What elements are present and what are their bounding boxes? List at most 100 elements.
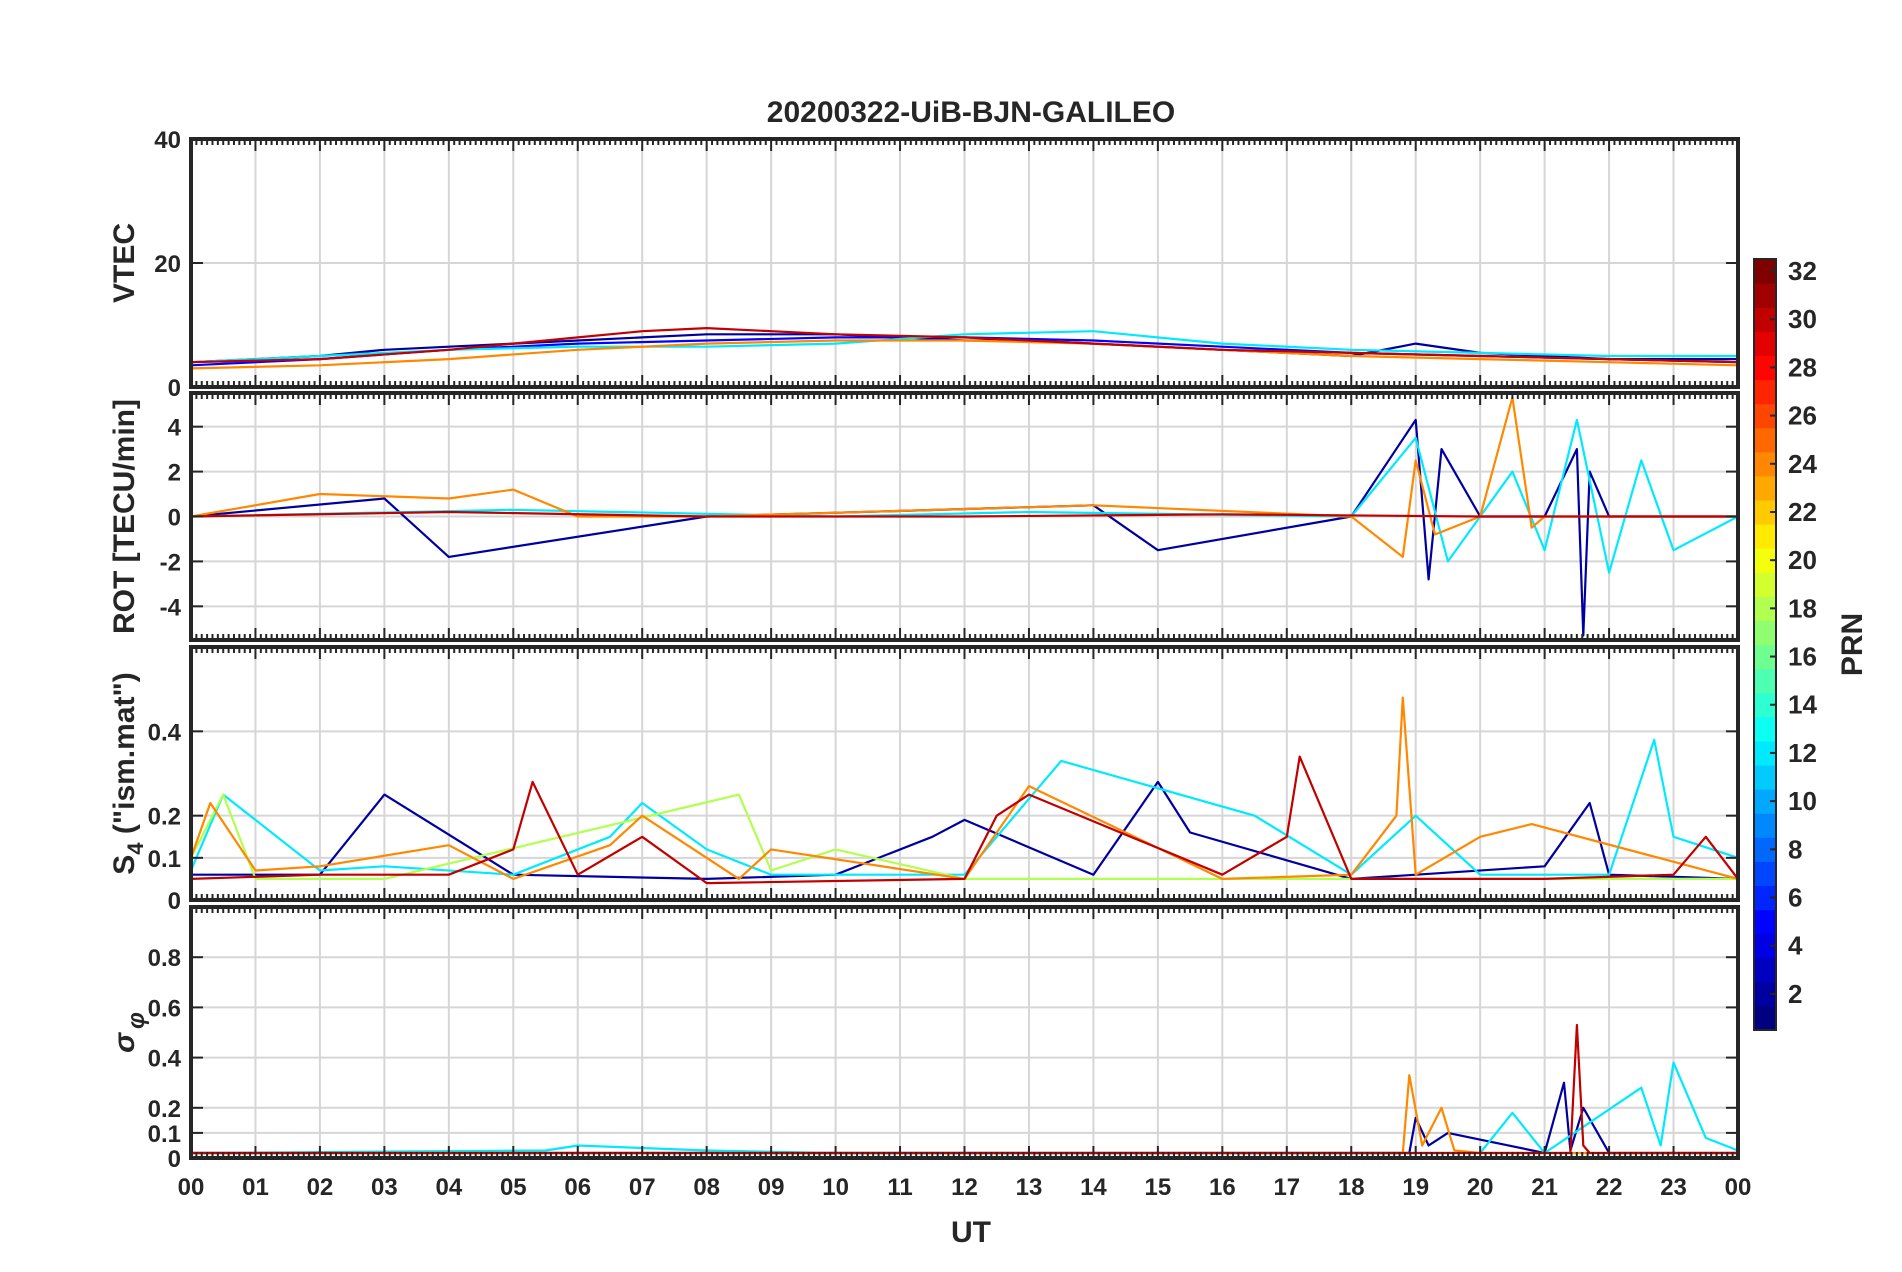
series-group bbox=[191, 696, 1738, 885]
panel-rot: -4 -2 0 2 4 ROT [TECU/min] bbox=[108, 391, 1740, 642]
y-tick-label: 0.1 bbox=[148, 846, 181, 873]
colorbar-tick-label: 4 bbox=[1788, 931, 1803, 961]
colorbar-segment bbox=[1754, 1005, 1776, 1031]
colorbar-segment bbox=[1754, 861, 1776, 887]
colorbar-segment bbox=[1754, 668, 1776, 694]
y-tick-label: 0.4 bbox=[148, 719, 182, 746]
colorbar-segment bbox=[1754, 813, 1776, 838]
colorbar-segment bbox=[1754, 740, 1776, 766]
colorbar-segment bbox=[1754, 524, 1776, 549]
x-tick-label: 08 bbox=[693, 1174, 720, 1201]
x-axis-label: UT bbox=[951, 1216, 991, 1249]
x-tick-label: 01 bbox=[242, 1174, 269, 1201]
colorbar-segment bbox=[1754, 427, 1776, 453]
y-axis-label: S4 ("ism.mat") bbox=[108, 672, 148, 874]
colorbar-segment bbox=[1754, 957, 1776, 983]
y-tick-label: 0.1 bbox=[148, 1121, 181, 1148]
colorbar-segment bbox=[1754, 644, 1776, 670]
y-tick-label: 0 bbox=[168, 888, 181, 915]
y-tick-label: -4 bbox=[160, 594, 182, 621]
y-tick-label: 0.2 bbox=[148, 804, 181, 831]
series-line-prn-30 bbox=[191, 327, 1738, 364]
series-line-prn-12 bbox=[191, 1061, 1738, 1155]
x-tick-label: 19 bbox=[1402, 1174, 1429, 1201]
series-line-prn-30 bbox=[191, 755, 1738, 885]
colorbar-tick-label: 14 bbox=[1788, 690, 1817, 720]
colorbar-tick-label: 10 bbox=[1788, 786, 1817, 816]
colorbar-segment bbox=[1754, 355, 1776, 381]
colorbar-tick-label: 2 bbox=[1788, 979, 1802, 1009]
series-line-prn-30 bbox=[191, 510, 1738, 518]
x-tick-label: 00 bbox=[1725, 1174, 1752, 1201]
colorbar-segment bbox=[1754, 885, 1776, 911]
x-tick-label: 04 bbox=[435, 1174, 462, 1201]
colorbar-segment bbox=[1754, 764, 1776, 790]
y-tick-label: 4 bbox=[168, 415, 182, 442]
series-group bbox=[191, 396, 1738, 637]
colorbar-tick-label: 16 bbox=[1788, 642, 1817, 672]
colorbar-segment bbox=[1754, 981, 1776, 1007]
x-tick-label: 21 bbox=[1531, 1174, 1558, 1201]
colorbar-tick-label: 26 bbox=[1788, 401, 1817, 431]
panel-s4: 0 0.1 0.2 0.4S4 ("ism.mat") bbox=[108, 645, 1740, 915]
colorbar-segment bbox=[1754, 499, 1776, 525]
colorbar-tick-label: 20 bbox=[1788, 545, 1817, 575]
colorbar-tick-label: 18 bbox=[1788, 593, 1817, 623]
x-tick-label: 22 bbox=[1596, 1174, 1623, 1201]
x-tick-label: 06 bbox=[564, 1174, 591, 1201]
x-tick-label: 11 bbox=[887, 1174, 912, 1201]
y-axis-label: σφ bbox=[108, 1012, 150, 1053]
x-tick-label: 05 bbox=[500, 1174, 527, 1201]
y-tick-label: 0.2 bbox=[148, 1096, 181, 1123]
y-axis-label: ROT [TECU/min] bbox=[108, 399, 141, 634]
colorbar-segment bbox=[1754, 307, 1776, 332]
colorbar-segment bbox=[1754, 692, 1776, 718]
y-tick-label: 40 bbox=[154, 127, 181, 154]
colorbar-segment bbox=[1754, 572, 1776, 597]
x-tick-label: 23 bbox=[1660, 1174, 1687, 1201]
colorbar-tick-label: 12 bbox=[1788, 738, 1817, 768]
colorbar-label: PRN bbox=[1836, 613, 1869, 676]
colorbar-segment bbox=[1754, 620, 1776, 646]
series-line-prn-18 bbox=[191, 793, 1738, 881]
x-tick-label: 18 bbox=[1338, 1174, 1365, 1201]
series-line-prn-24 bbox=[191, 339, 1738, 370]
colorbar-frame bbox=[1753, 258, 1777, 1031]
x-tick-label: 09 bbox=[758, 1174, 785, 1201]
colorbar-segment bbox=[1754, 475, 1776, 501]
x-tick-label: 03 bbox=[371, 1174, 398, 1201]
y-tick-label: 0 bbox=[168, 375, 181, 402]
series-line-prn-12 bbox=[191, 738, 1738, 876]
series-line-prn-24 bbox=[191, 396, 1738, 559]
colorbar-segment bbox=[1754, 283, 1776, 308]
colorbar-segment bbox=[1754, 789, 1776, 814]
colorbar-segment bbox=[1754, 837, 1776, 862]
x-tick-label: 20 bbox=[1467, 1174, 1494, 1201]
colorbar-segment bbox=[1754, 596, 1776, 622]
colorbar-segment bbox=[1754, 259, 1776, 284]
colorbar-segment bbox=[1754, 331, 1776, 356]
colorbar-segment bbox=[1754, 909, 1776, 935]
series-line-prn-24 bbox=[191, 696, 1738, 881]
panel-vtec: 0 20 40 VTEC bbox=[108, 127, 1740, 402]
x-tick-label: 13 bbox=[1016, 1174, 1043, 1201]
colorbar-tick-label: 28 bbox=[1788, 352, 1817, 382]
x-tick-label: 10 bbox=[822, 1174, 849, 1201]
colorbar-segment bbox=[1754, 379, 1776, 405]
y-tick-label: 0.4 bbox=[148, 1046, 182, 1073]
chart-title: 20200322-UiB-BJN-GALILEO bbox=[767, 96, 1175, 129]
x-tick-label: 15 bbox=[1145, 1174, 1172, 1201]
colorbar-segment bbox=[1754, 451, 1776, 477]
colorbar-segment bbox=[1754, 933, 1776, 959]
colorbar-tick-label: 30 bbox=[1788, 304, 1817, 334]
x-tick-label: 02 bbox=[307, 1174, 334, 1201]
colorbar-segment bbox=[1754, 548, 1776, 573]
y-tick-label: 20 bbox=[154, 251, 181, 278]
x-tick-label: 16 bbox=[1209, 1174, 1236, 1201]
y-tick-label: -2 bbox=[160, 549, 181, 576]
x-tick-label: 17 bbox=[1273, 1174, 1300, 1201]
x-tick-label: 07 bbox=[629, 1174, 656, 1201]
